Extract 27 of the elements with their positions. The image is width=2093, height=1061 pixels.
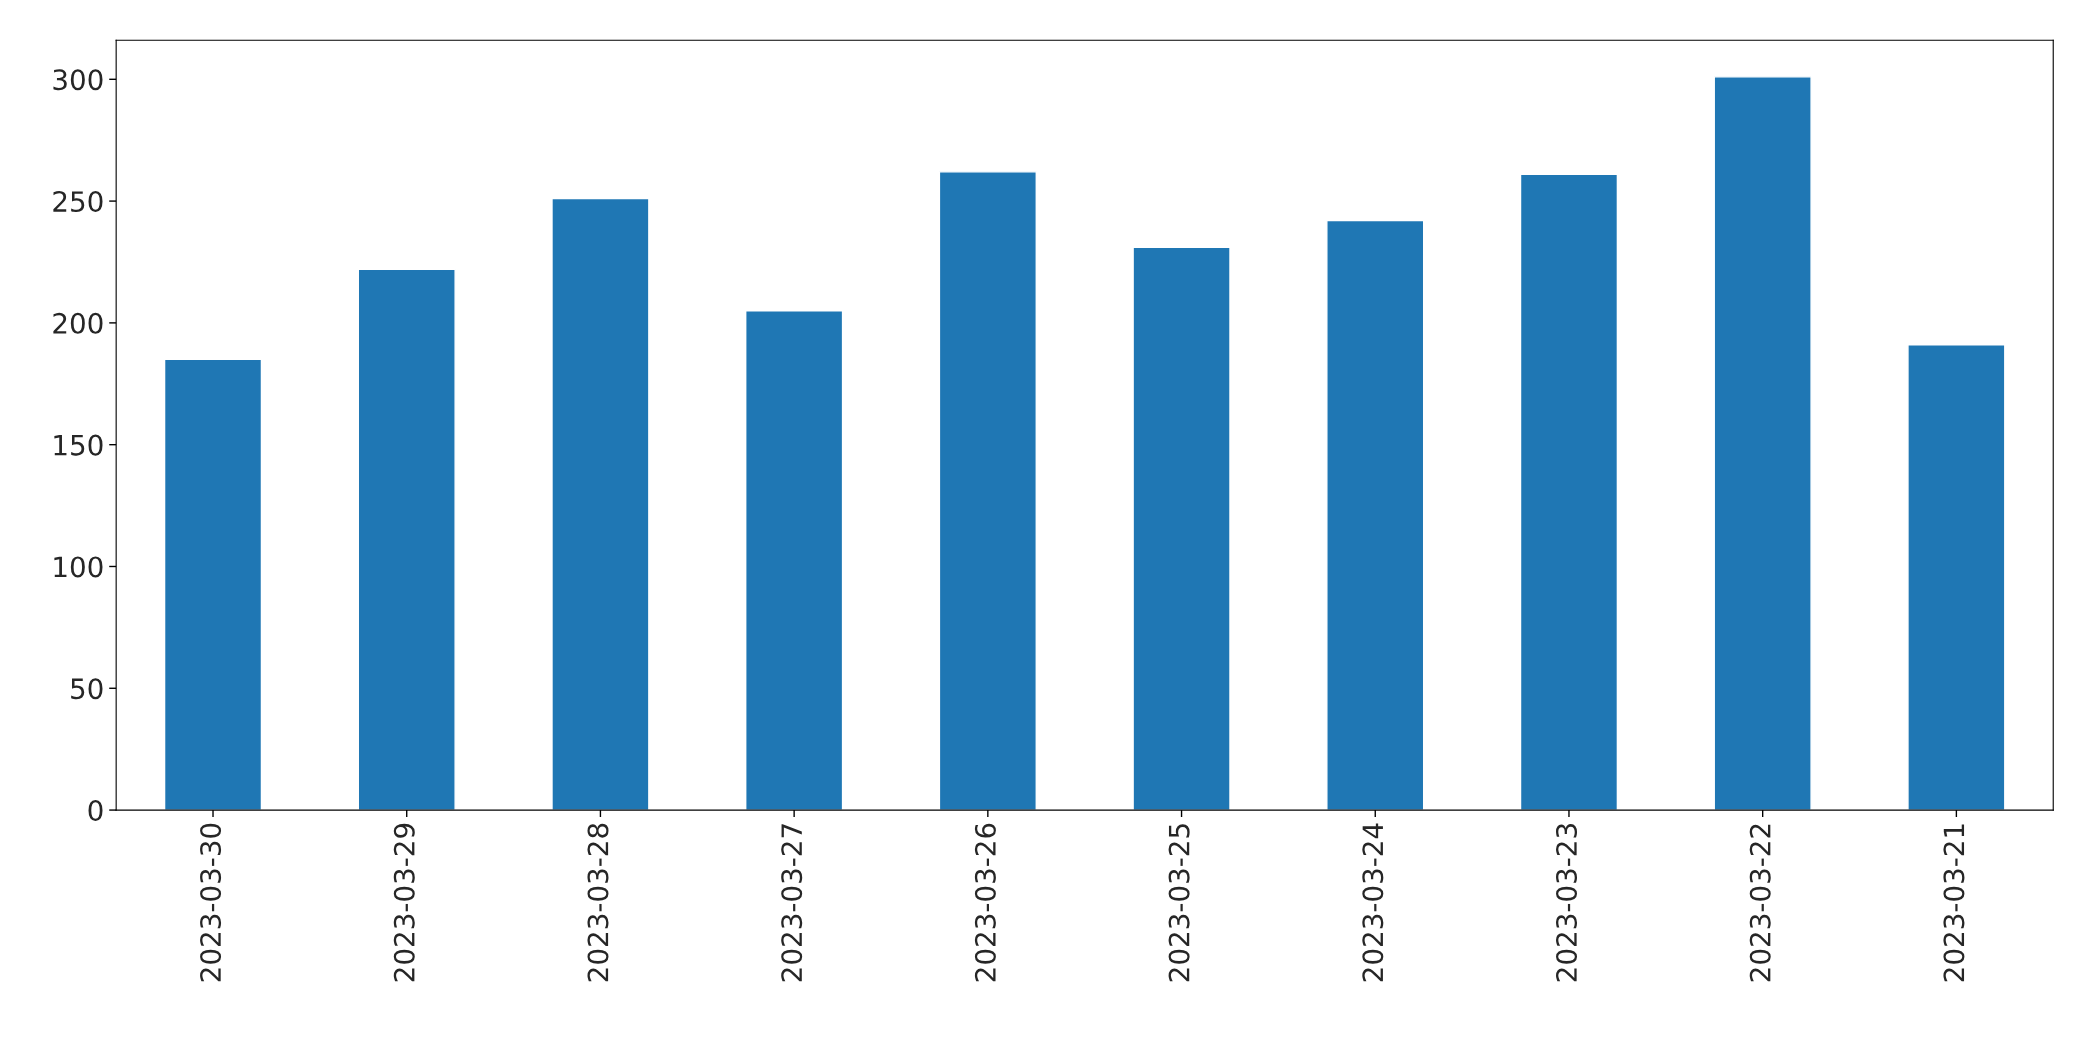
bar xyxy=(357,268,456,811)
x-tick-label: 2023-03-22 xyxy=(1749,824,1771,982)
y-tick-label: 200 xyxy=(53,312,103,334)
x-tick-label: 2023-03-29 xyxy=(393,823,415,982)
y-tick-label: 100 xyxy=(54,556,103,578)
x-tick-label: 2023-03-26 xyxy=(974,823,996,982)
x-tick-label: 2023-03-27 xyxy=(781,824,803,982)
bar xyxy=(938,171,1037,811)
x-tick-label: 2023-03-28 xyxy=(587,823,609,982)
x-tick-label: 2023-03-21 xyxy=(1943,824,1965,982)
bar xyxy=(163,358,263,811)
bar xyxy=(1519,173,1619,811)
y-tick-label: 50 xyxy=(71,678,103,700)
y-tick-label: 250 xyxy=(53,191,103,213)
x-tick-label: 2023-03-24 xyxy=(1362,823,1384,982)
bar xyxy=(1326,219,1425,811)
bar xyxy=(1907,344,2006,811)
x-tick-label: 2023-03-23 xyxy=(1556,824,1578,982)
bar xyxy=(745,310,844,811)
bar xyxy=(551,197,650,811)
y-tick-label: 0 xyxy=(88,800,103,822)
x-tick-label: 2023-03-30 xyxy=(200,823,222,982)
y-tick-label: 150 xyxy=(54,434,103,456)
x-tick-label: 2023-03-25 xyxy=(1168,824,1190,982)
bar xyxy=(1713,76,1812,811)
y-tick-label: 300 xyxy=(53,69,103,91)
bar xyxy=(1132,246,1231,811)
